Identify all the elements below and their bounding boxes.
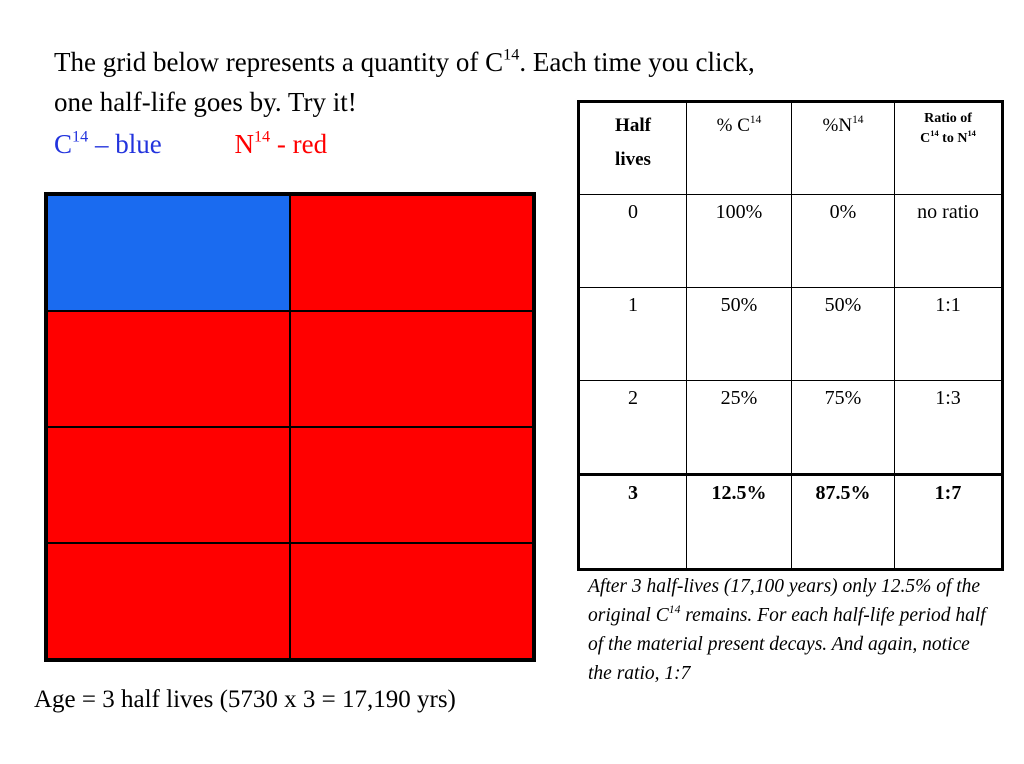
cell-half-lives: 2 (578, 380, 687, 475)
intro-line1-post: . Each time you click, (519, 47, 755, 77)
cell-pct-n14: 87.5% (791, 473, 895, 570)
header-ratio: Ratio of C14 to N14 (894, 101, 1003, 195)
cell-half-lives: 3 (578, 473, 687, 570)
grid-cell-red[interactable] (290, 195, 533, 311)
cell-half-lives: 0 (578, 194, 687, 288)
grid-cell-blue[interactable] (47, 195, 290, 311)
grid-cell-red[interactable] (47, 311, 290, 427)
intro-line2: one half-life goes by. Try it! (54, 87, 357, 117)
cell-pct-n14: 75% (791, 380, 895, 475)
grid-cell-red[interactable] (47, 543, 290, 659)
table-row: 1 50% 50% 1:1 (578, 287, 1003, 381)
intro-sup: 14 (503, 45, 520, 64)
cell-pct-c14: 12.5% (686, 473, 792, 570)
table-row: 2 25% 75% 1:3 (578, 380, 1003, 475)
table-header-row: Half lives % C14 %N14 Ratio of C14 to N14 (578, 101, 1003, 195)
age-caption: Age = 3 half lives (5730 x 3 = 17,190 yr… (34, 686, 456, 713)
half-life-table: Half lives % C14 %N14 Ratio of C14 to N14 … (577, 100, 1004, 571)
table-row: 0 100% 0% no ratio (578, 194, 1003, 288)
grid-cell-red[interactable] (290, 311, 533, 427)
header-half-lives: Half lives (578, 101, 687, 195)
explanation-note: After 3 half-lives (17,100 years) only 1… (588, 576, 986, 684)
cell-ratio: 1:1 (894, 287, 1003, 381)
grid-cell-red[interactable] (290, 543, 533, 659)
cell-ratio: 1:3 (894, 380, 1003, 475)
cell-pct-n14: 50% (791, 287, 895, 381)
header-pct-c14: % C14 (686, 101, 792, 195)
cell-pct-n14: 0% (791, 194, 895, 288)
cell-ratio: 1:7 (894, 473, 1003, 570)
intro-text: The grid below represents a quantity of … (54, 42, 994, 122)
half-life-grid[interactable] (44, 192, 536, 662)
color-legend: C14 – blue N14 - red (54, 124, 327, 164)
cell-pct-c14: 100% (686, 194, 792, 288)
legend-c14: C14 – blue (54, 127, 162, 159)
cell-pct-c14: 25% (686, 380, 792, 475)
cell-ratio: no ratio (894, 194, 1003, 288)
legend-n14: N14 - red (234, 127, 328, 159)
cell-half-lives: 1 (578, 287, 687, 381)
header-pct-n14: %N14 (791, 101, 895, 195)
table-row-current: 3 12.5% 87.5% 1:7 (578, 473, 1003, 570)
grid-cell-red[interactable] (47, 427, 290, 543)
cell-pct-c14: 50% (686, 287, 792, 381)
grid-cell-red[interactable] (290, 427, 533, 543)
intro-line1-pre: The grid below represents a quantity of … (54, 47, 504, 77)
